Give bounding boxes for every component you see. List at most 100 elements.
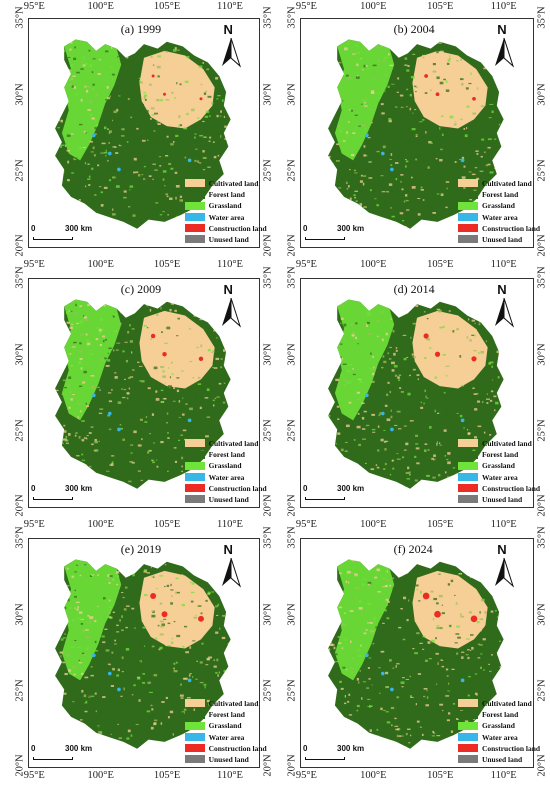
legend-swatch — [457, 179, 478, 188]
legend-item: Unused land — [184, 234, 267, 245]
legend-label: Construction land — [208, 483, 267, 493]
latitude-label: 35°N — [536, 266, 548, 289]
latitude-label: 30°N — [536, 603, 548, 626]
panel-title: (e) 2019 — [120, 542, 162, 556]
legend-swatch — [457, 439, 478, 448]
land-use-legend: Cultivated land Forest land Grassland Water… — [457, 698, 541, 765]
legend-item: Construction land — [184, 483, 267, 494]
grassland-area — [61, 559, 122, 681]
longitude-label: 110°E — [217, 259, 243, 270]
construction-land-spot — [470, 615, 478, 623]
scale-zero-label: 0 — [303, 484, 308, 493]
map-panel — [300, 18, 534, 248]
water-area-spot — [390, 427, 394, 432]
north-label: N — [497, 22, 507, 37]
construction-land-spot — [434, 351, 441, 357]
longitude-label: 110°E — [490, 770, 517, 781]
legend-item: Grassland — [184, 460, 267, 471]
legend-label: Forest land — [208, 710, 245, 720]
legend-label: Water area — [208, 472, 245, 482]
legend-swatch — [457, 235, 478, 244]
scale-distance-label: 300 km — [65, 484, 93, 493]
longitude-label: 110°E — [490, 519, 517, 530]
latitude-label: 20°N — [14, 234, 26, 257]
latitude-label: 25°N — [286, 679, 298, 702]
longitude-label: 110°E — [217, 519, 243, 530]
legend-swatch — [457, 721, 478, 730]
panel-title: (b) 2004 — [393, 22, 435, 36]
longitude-label: 110°E — [490, 259, 517, 270]
grassland-area — [61, 39, 122, 161]
legend-swatch — [184, 699, 205, 708]
construction-land-spot — [422, 592, 430, 600]
legend-swatch — [184, 450, 205, 459]
latitude-label: 30°N — [536, 343, 548, 366]
map-panel — [28, 278, 260, 508]
legend-swatch — [184, 439, 205, 448]
water-area-spot — [380, 411, 385, 416]
legend-label: Water area — [481, 212, 518, 222]
scale-zero-label: 0 — [31, 744, 36, 753]
legend-item: Forest land — [184, 449, 267, 460]
legend-label: Unused land — [481, 494, 523, 504]
longitude-label: 100°E — [360, 1, 387, 12]
construction-land-spot — [435, 92, 440, 97]
legend-swatch — [457, 733, 478, 741]
legend-label: Forest land — [208, 190, 245, 200]
legend-swatch — [457, 484, 478, 493]
legend-label: Construction land — [481, 743, 541, 753]
latitude-label: 30°N — [262, 343, 274, 366]
legend-item: Cultivated land — [457, 178, 540, 189]
longitude-label: 105°E — [427, 1, 454, 12]
legend-item: Forest land — [457, 709, 540, 720]
scale-distance-label: 300 km — [337, 484, 365, 493]
legend-item: Construction land — [457, 223, 541, 234]
latitude-label: 35°N — [262, 526, 274, 549]
north-label: N — [497, 282, 507, 297]
longitude-label: 110°E — [217, 1, 243, 12]
longitude-label: 100°E — [360, 770, 387, 781]
latitude-label: 25°N — [536, 679, 548, 702]
legend-swatch — [184, 235, 205, 244]
latitude-label: 20°N — [262, 234, 274, 257]
grassland-area — [334, 299, 395, 421]
legend-label: Water area — [208, 732, 245, 742]
legend-label: Unused land — [208, 234, 249, 244]
longitude-label: 105°E — [153, 1, 181, 12]
scale-distance-label: 300 km — [65, 224, 93, 233]
legend-label: Unused land — [208, 494, 249, 504]
latitude-label: 25°N — [262, 419, 274, 442]
grassland-area — [334, 559, 395, 681]
panel-title: (a) 1999 — [120, 22, 162, 36]
legend-label: Unused land — [481, 754, 523, 764]
legend-label: Forest land — [481, 450, 519, 460]
longitude-label: 100°E — [360, 519, 387, 530]
legend-item: Cultivated land — [184, 438, 267, 449]
legend-label: Water area — [481, 472, 518, 482]
latitude-label: 30°N — [14, 343, 26, 366]
latitude-label: 35°N — [286, 6, 298, 29]
water-area-spot — [92, 133, 96, 138]
longitude-label: 95°E — [23, 770, 45, 781]
legend-item: Unused land — [457, 234, 540, 245]
latitude-label: 25°N — [286, 419, 298, 442]
scale-distance-label: 300 km — [337, 744, 365, 753]
legend-swatch — [457, 450, 478, 459]
legend-swatch — [457, 699, 478, 708]
water-area-spot — [107, 671, 112, 676]
latitude-label: 20°N — [262, 494, 274, 517]
legend-swatch — [457, 201, 478, 210]
latitude-label: 25°N — [262, 159, 274, 182]
legend-item: Construction land — [457, 483, 540, 494]
legend-label: Unused land — [481, 234, 523, 244]
longitude-label: 105°E — [427, 519, 454, 530]
longitude-label: 100°E — [87, 259, 114, 270]
water-area-spot — [187, 678, 192, 683]
longitude-label: 100°E — [360, 259, 387, 270]
construction-land-spot — [150, 593, 157, 599]
legend-swatch — [457, 755, 478, 764]
legend-label: Construction land — [481, 223, 541, 233]
latitude-label: 30°N — [286, 343, 298, 366]
legend-label: Grassland — [481, 721, 515, 731]
north-arrow-icon — [221, 298, 241, 328]
